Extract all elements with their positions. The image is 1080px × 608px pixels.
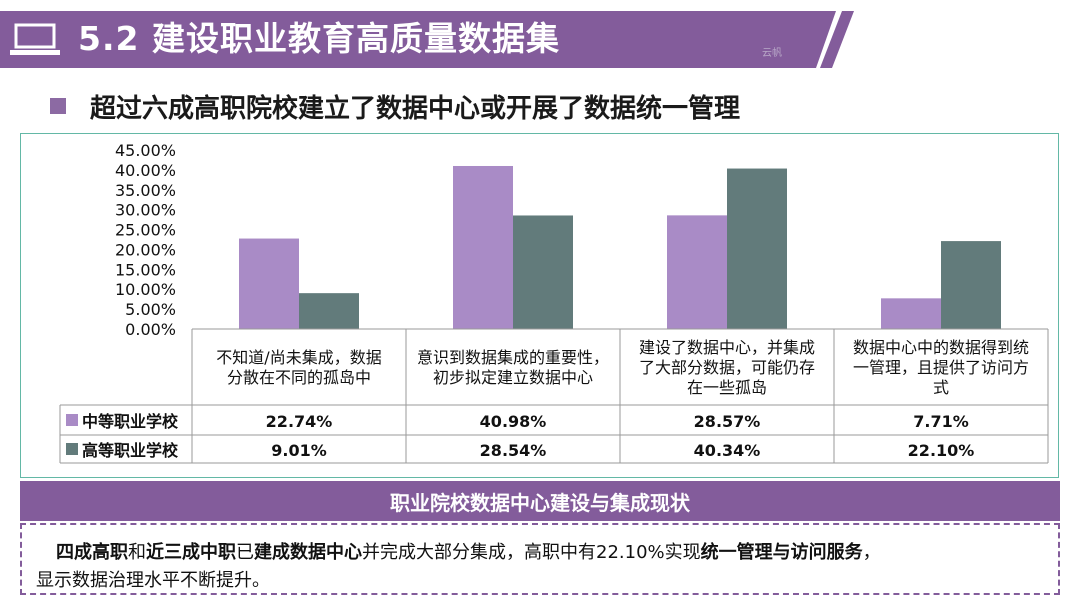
category-label: 意识到数据集成的重要性， [417,348,609,367]
category-label: 不知道/尚未集成，数据 [216,348,381,367]
note-part: ， [862,542,881,563]
laptop-icon [10,23,60,55]
header-shape [0,11,854,68]
legend-label: 中等职业学校 [82,412,179,431]
bar [453,165,513,329]
data-label: 9.01% [271,441,327,460]
legend-swatch [66,443,78,455]
category-label: 初步拟定建立数据中心 [433,368,593,387]
summary-band: 职业院校数据中心建设与集成现状 [20,481,1060,521]
y-tick-label: 45.00% [115,141,176,160]
bar [239,238,299,329]
y-tick-label: 0.00% [125,320,176,339]
legend-swatch [66,414,78,426]
category-label: 一管理，且提供了访问方 [853,358,1029,377]
data-label: 28.57% [694,412,761,431]
bar [941,241,1001,329]
bar [727,168,787,329]
header-bar: 5.2 建设职业教育高质量数据集 云帆 [0,0,1080,72]
data-label: 40.34% [694,441,761,460]
category-label: 分散在不同的孤岛中 [227,368,371,387]
bar [667,215,727,329]
y-tick-label: 40.00% [115,161,176,180]
subtitle-row: 超过六成高职院校建立了数据中心或开展了数据统一管理 [50,86,740,126]
note-part: 四成高职 [56,542,128,563]
data-label: 7.71% [913,412,969,431]
chart-frame [20,133,1059,478]
page-title: 5.2 建设职业教育高质量数据集 [78,19,560,58]
note-part: 近三成中职 [146,542,236,563]
category-label: 数据中心中的数据得到统 [853,338,1029,357]
note-part: 显示数据治理水平不断提升。 [36,570,270,591]
bullet-square-icon [50,98,66,114]
bar [513,215,573,329]
note-part: 统一管理与访问服务 [700,542,863,563]
note-part: 建成数据中心 [254,542,362,563]
note-part: 已 [236,542,254,563]
y-tick-label: 20.00% [115,240,176,259]
data-label: 22.10% [908,441,975,460]
bar-chart: 45.00%40.00%35.00%30.00%25.00%20.00%15.0… [59,141,1049,464]
data-label: 28.54% [480,441,547,460]
y-tick-label: 30.00% [115,201,176,220]
category-label: 建设了数据中心，并集成 [639,338,815,357]
note-box: 四成高职和近三成中职已建成数据中心并完成大部分集成，高职中有22.10%实现统一… [20,523,1060,595]
y-tick-label: 15.00% [115,260,176,279]
category-label: 式 [933,378,949,397]
category-label: 在一些孤岛 [687,378,767,397]
y-tick-label: 25.00% [115,221,176,240]
note-part: 和 [128,542,146,563]
y-tick-label: 5.00% [125,300,176,319]
y-tick-label: 10.00% [115,280,176,299]
category-label: 了大部分数据，可能仍存 [639,358,815,377]
y-tick-label: 35.00% [115,181,176,200]
data-label: 22.74% [266,412,333,431]
legend-label: 高等职业学校 [82,441,179,460]
note-part: 并完成大部分集成，高职中有22.10%实现 [362,542,701,563]
bar [299,293,359,329]
watermark: 云帆 [762,48,782,59]
subtitle: 超过六成高职院校建立了数据中心或开展了数据统一管理 [90,93,741,124]
bar [881,298,941,329]
data-label: 40.98% [480,412,547,431]
